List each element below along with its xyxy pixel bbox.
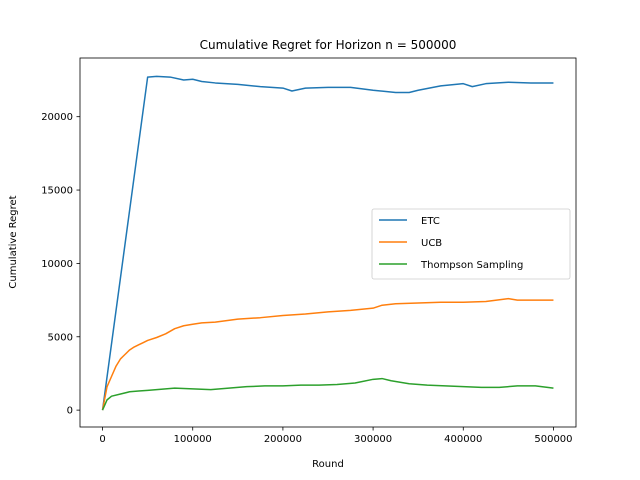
- x-axis: 0 100000 200000 300000 400000 500000: [99, 427, 573, 445]
- series-line-2: [101, 377, 554, 411]
- x-tick-label: 0: [99, 434, 105, 445]
- x-tick-label: 300000: [354, 434, 392, 445]
- x-axis-label: Round: [312, 459, 344, 470]
- legend-frame: [371, 208, 571, 280]
- x-tick-label: 400000: [444, 434, 482, 445]
- y-tick-label: 10000: [41, 259, 73, 270]
- chart-title: Cumulative Regret for Horizon n = 500000: [200, 38, 457, 52]
- series-line-1: [101, 297, 554, 411]
- y-tick-label: 20000: [41, 112, 73, 123]
- x-tick-label: 500000: [534, 434, 572, 445]
- y-tick-label: 15000: [41, 186, 73, 197]
- x-tick-label: 100000: [174, 434, 212, 445]
- y-tick-label: 5000: [48, 332, 73, 343]
- x-tick-label: 200000: [264, 434, 302, 445]
- legend-label: UCB: [421, 238, 442, 249]
- plot-frame: [79, 57, 577, 428]
- y-axis: 0 5000 10000 15000 20000: [41, 112, 80, 417]
- legend-label: Thompson Sampling: [420, 260, 523, 271]
- legend: ETC UCB Thompson Sampling: [371, 208, 571, 280]
- y-tick-label: 0: [67, 406, 73, 417]
- series-line-0: [101, 75, 554, 411]
- plot-lines: [101, 75, 554, 411]
- y-axis-label: Cumulative Regret: [8, 195, 19, 288]
- legend-label: ETC: [421, 216, 440, 227]
